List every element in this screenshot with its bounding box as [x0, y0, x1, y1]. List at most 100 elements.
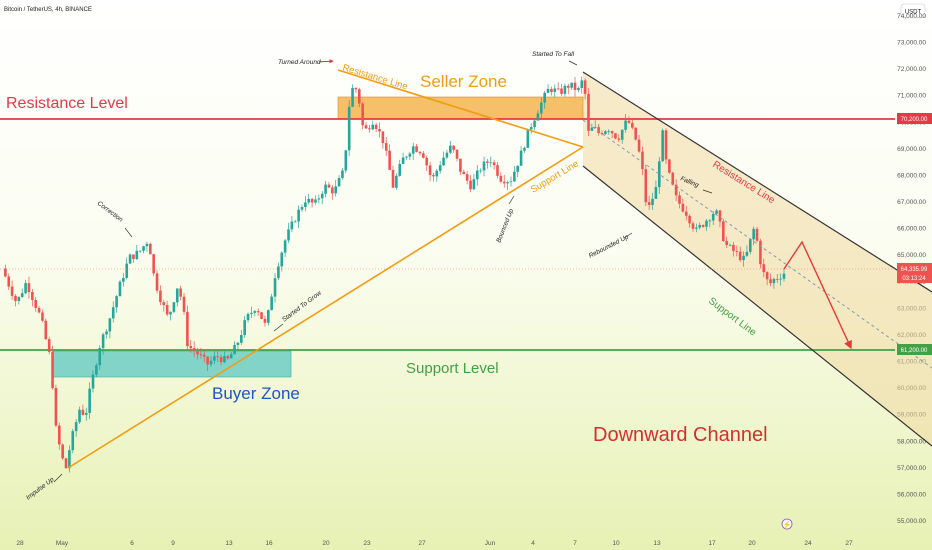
candle-body [169, 311, 172, 315]
candle-body [684, 211, 688, 216]
y-tick-label: 57,000.00 [897, 465, 926, 472]
annotation-started-to-fall-text: Started To Fall [532, 51, 575, 58]
candle-body [216, 356, 220, 358]
x-tick-label: 23 [363, 540, 371, 547]
current-price-tag [897, 263, 932, 283]
candle-body [550, 88, 553, 92]
candle-body [162, 302, 166, 306]
candle-body [58, 425, 61, 445]
candle-body [516, 165, 520, 172]
event-lightning-icon[interactable] [781, 518, 793, 530]
candle-body [698, 225, 702, 228]
candle-body [10, 286, 14, 296]
candle-body [135, 250, 139, 260]
candle-body [388, 150, 391, 170]
candle-body [226, 356, 230, 359]
candle-body [357, 89, 361, 104]
candle-body [179, 288, 182, 297]
candle-body [277, 266, 280, 279]
candle-body [560, 88, 563, 94]
candle-body [580, 80, 584, 88]
candle-body [118, 281, 122, 297]
y-tick-label: 73,000.00 [897, 40, 926, 47]
candle-body [84, 412, 88, 415]
candle-body [631, 122, 634, 128]
candle-body [125, 263, 129, 278]
candle-body [341, 170, 344, 179]
candle-body [263, 318, 267, 323]
channel-support-line [582, 165, 932, 447]
candle-body [219, 357, 223, 363]
candle-body [681, 203, 685, 212]
y-tick-label: 74,000.00 [897, 13, 926, 20]
annotation-turned-around: Turned Around [278, 59, 334, 66]
candle-body [701, 225, 705, 227]
candle-body [475, 170, 479, 180]
currency-button[interactable] [900, 3, 926, 19]
y-tick-label: 68,000.00 [897, 172, 926, 179]
candle-body [115, 296, 118, 308]
candle-body [145, 243, 149, 247]
x-tick-label: 16 [265, 540, 273, 547]
candle-body [105, 331, 108, 335]
y-tick-label: 72,000.00 [897, 66, 926, 73]
candle-body [411, 146, 415, 154]
candle-body [462, 171, 466, 175]
candle-body [368, 128, 371, 130]
candle-body [415, 146, 418, 152]
candle-body [246, 313, 250, 321]
candle-body [590, 127, 594, 131]
candle-body [695, 227, 698, 229]
candle-body [509, 181, 513, 183]
candle-body [64, 458, 68, 469]
candle-body [728, 244, 732, 246]
candle-body [37, 307, 41, 313]
candle-body [577, 87, 580, 90]
candle-body [735, 251, 739, 252]
candle-body [496, 165, 499, 176]
candle-body [7, 276, 11, 287]
candle-body [678, 195, 681, 204]
candle-body [381, 131, 385, 143]
candle-body [314, 199, 317, 203]
candle-body [553, 88, 557, 92]
buyer-zone-label: Buyer Zone [212, 384, 300, 403]
candle-body [98, 348, 102, 366]
candle-body [752, 228, 755, 240]
candle-body [47, 339, 51, 352]
candle-body [533, 120, 536, 127]
candle-body [435, 170, 439, 177]
candle-body [132, 254, 135, 260]
candle-body [772, 278, 776, 284]
candle-body [199, 354, 203, 356]
candle-body [711, 213, 715, 221]
x-tick-label: 20 [748, 540, 756, 547]
candle-body [762, 264, 766, 273]
candle-body [738, 251, 742, 261]
candle-body [671, 172, 675, 185]
candle-body [688, 215, 691, 224]
candle-body [142, 246, 145, 251]
candle-body [324, 184, 327, 194]
candle-body [250, 312, 253, 314]
channel-midline [582, 119, 932, 369]
x-tick-label: 27 [845, 540, 853, 547]
candle-body [51, 351, 54, 389]
seller-zone-label: Seller Zone [420, 72, 507, 91]
candle-body [610, 131, 614, 134]
candle-body [641, 151, 644, 170]
candle-body [459, 158, 462, 172]
candle-body [513, 171, 516, 182]
candle-body [384, 142, 388, 151]
candle-body [725, 241, 728, 246]
candle-body [44, 320, 48, 340]
candle-body [327, 184, 331, 188]
x-tick-label: 24 [804, 540, 812, 547]
candle-body [455, 149, 459, 159]
y-tick-label: 69,000.00 [897, 146, 926, 153]
x-tick-label: May [56, 540, 69, 547]
candle-body [546, 88, 550, 93]
candle-body [624, 120, 627, 130]
candle-body [779, 278, 782, 280]
triangle-support-line [67, 146, 584, 469]
